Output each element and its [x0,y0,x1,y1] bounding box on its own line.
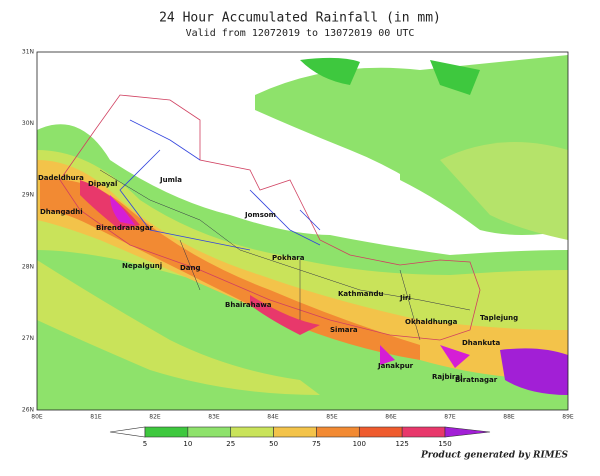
place-label: Biratnagar [455,376,498,384]
place-label: Jomsom [244,211,276,219]
place-label: Dhangadhi [40,208,83,216]
colorbar-segment [230,426,274,438]
lon-label: 83E [208,414,220,421]
place-label: Jiri [399,294,411,302]
lon-label: 87E [444,414,456,421]
colorbar-high [444,426,491,438]
lat-label: 30N [22,120,34,127]
colorbar-low [109,426,146,438]
colorbar-label: 75 [312,440,321,448]
place-label: Dang [180,264,201,272]
place-label: Simara [330,326,358,334]
place-label: Nepalgunj [122,262,162,270]
colorbar-segment [316,426,360,438]
lon-label: 85E [326,414,338,421]
lon-label: 80E [31,414,43,421]
colorbar-label: 150 [438,440,451,448]
place-label: Okhaldhunga [405,318,458,326]
place-label: Jumla [159,176,182,184]
map-frame [36,51,569,411]
place-label: Dipayal [88,180,117,188]
colorbar-label: 125 [395,440,408,448]
colorbar-segment [273,426,317,438]
place-label: Dhankuta [462,339,500,347]
boundaries [59,94,481,341]
lat-label: 31N [22,49,34,56]
title: 24 Hour Accumulated Rainfall (in mm) [159,11,441,26]
lat-label: 27N [22,335,34,342]
colorbar-label: 50 [269,440,278,448]
colorbar-segment [144,426,189,438]
lon-label: 81E [90,414,102,421]
colorbar: 5 10 25 50 75 100 125 150 [109,426,491,448]
colorbar-label: 5 [143,440,147,448]
colorbar-label: 25 [226,440,235,448]
colorbar-label: 100 [353,440,366,448]
place-label: Bhairahawa [225,301,272,309]
colorbar-segment [187,426,232,438]
place-label: Birendranagar [96,224,154,232]
colorbar-segment [358,426,403,438]
lat-label: 26N [22,407,34,414]
place-label: Pokhara [272,254,305,262]
map-field [37,52,568,411]
lon-label: 88E [503,414,515,421]
lon-label: 89E [562,414,574,421]
place-label: Janakpur [377,362,414,370]
place-label: Rajbiraj [432,373,463,381]
colorbar-segment [401,426,446,438]
colorbar-label: 10 [183,440,192,448]
lon-label: 84E [267,414,279,421]
subtitle: Valid from 12072019 to 13072019 00 UTC [186,28,415,39]
place-label: Taplejung [480,314,518,322]
footer: Product generated by RIMES [420,451,568,461]
lon-label: 86E [385,414,397,421]
lon-label: 82E [149,414,161,421]
place-label: Kathmandu [338,290,383,298]
place-label: Dadeldhura [38,174,84,182]
lat-label: 29N [22,192,34,199]
lat-label: 28N [22,263,34,270]
